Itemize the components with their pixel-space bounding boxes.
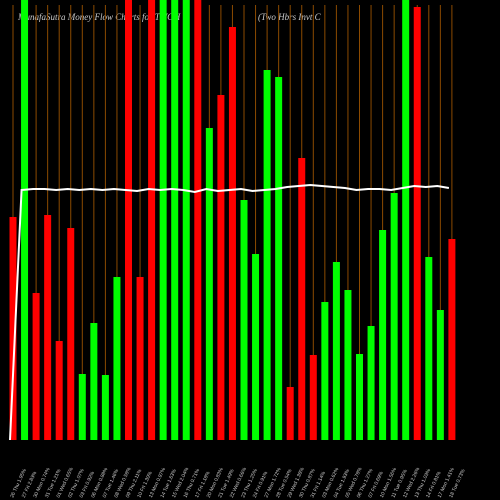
bar [275, 77, 283, 440]
bar [217, 95, 225, 440]
bar [309, 355, 317, 440]
bar [286, 387, 294, 440]
bar [402, 0, 410, 440]
bar [78, 374, 86, 440]
bar [263, 70, 271, 440]
bar [55, 341, 63, 440]
money-flow-line [9, 183, 450, 441]
bar [101, 375, 109, 440]
bar [240, 200, 248, 440]
chart-title: MunafaSutra Money Flow Charts for TWOH [17, 12, 181, 22]
bar [252, 254, 260, 440]
bar [379, 230, 387, 440]
bar [32, 293, 40, 440]
bar [182, 0, 190, 440]
bar [159, 0, 167, 440]
bar [413, 7, 421, 440]
bar [171, 0, 179, 440]
bar [344, 290, 352, 440]
bar [136, 277, 144, 440]
bar [113, 277, 121, 440]
bar [298, 158, 306, 440]
bar [194, 0, 202, 440]
bar [332, 262, 340, 440]
bar [321, 302, 329, 440]
bar [90, 323, 98, 440]
bar [125, 0, 132, 440]
bar [21, 0, 29, 440]
bar [356, 354, 363, 440]
bar [390, 193, 398, 440]
bar [367, 326, 375, 440]
bar [205, 128, 213, 440]
bar [436, 310, 444, 440]
bar [9, 217, 17, 440]
bar [44, 215, 52, 440]
bar [228, 27, 236, 440]
plot [9, 0, 456, 441]
bar [448, 239, 456, 440]
bar [148, 0, 156, 440]
bar [67, 228, 75, 440]
bar [425, 257, 433, 440]
